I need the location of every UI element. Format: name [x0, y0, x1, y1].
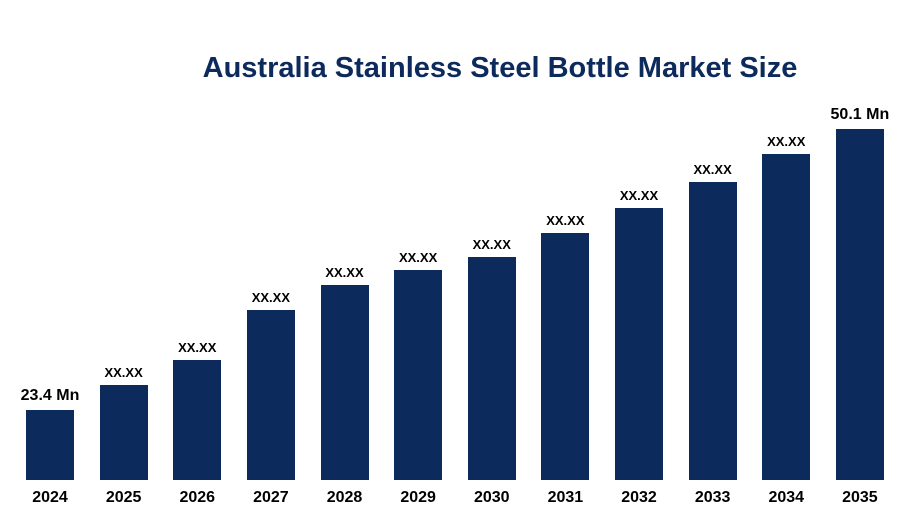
bar-column-2025: XX.XX 2025 [99, 365, 149, 507]
bar-2029 [394, 270, 443, 480]
value-label-2034: XX.XX [767, 134, 806, 149]
value-label-2035: 50.1 Mn [830, 106, 890, 123]
bar-column-2032: XX.XX 2032 [614, 188, 664, 507]
year-label-2033: 2033 [694, 489, 731, 506]
value-label-2033: XX.XX [693, 162, 732, 177]
bar-column-2033: XX.XX 2033 [688, 162, 738, 507]
value-label-2031: XX.XX [546, 213, 585, 228]
bar-column-2026: XX.XX 2026 [172, 340, 222, 507]
year-label-2035: 2035 [842, 489, 878, 506]
year-label-2024: 2024 [32, 489, 68, 506]
value-label-2028: XX.XX [325, 265, 364, 280]
year-label-2025: 2025 [105, 489, 142, 506]
value-label-2027: XX.XX [251, 290, 291, 305]
value-label-2032: XX.XX [619, 188, 659, 203]
year-label-2030: 2030 [473, 489, 510, 506]
bar-2024 [26, 410, 74, 480]
bar-2033 [688, 182, 737, 480]
value-label-2026: XX.XX [178, 340, 217, 355]
bar-2034 [762, 154, 811, 480]
year-label-2029: 2029 [400, 489, 436, 506]
bar-column-2035: 50.1 Mn 2035 [831, 106, 890, 507]
bar-2032 [615, 208, 663, 480]
chart-title: Australia Stainless Steel Bottle Market … [202, 52, 798, 84]
bar-column-2030: XX.XX 2030 [467, 237, 517, 507]
bar-column-2034: XX.XX 2034 [761, 134, 811, 507]
bar-column-2024: 23.4 Mn 2024 [21, 387, 80, 507]
bar-column-2027: XX.XX 2027 [246, 290, 296, 507]
bar-2026 [173, 360, 222, 480]
bar-2025 [99, 385, 148, 480]
bar-2030 [467, 257, 516, 480]
bar-2035 [835, 129, 884, 480]
plot-area: 23.4 Mn 2024 XX.XX 2025 XX.XX 2026 XX.XX 2027 XX… [21, 106, 890, 507]
bar-2028 [320, 285, 369, 480]
year-label-2028: 2028 [326, 489, 363, 506]
year-label-2026: 2026 [179, 489, 216, 506]
value-label-2024: 23.4 Mn [20, 387, 80, 404]
year-label-2034: 2034 [768, 489, 805, 506]
value-label-2025: XX.XX [104, 365, 143, 380]
year-label-2027: 2027 [253, 489, 289, 506]
bar-2031 [541, 233, 590, 480]
year-label-2031: 2031 [547, 489, 584, 506]
bar-column-2029: XX.XX 2029 [393, 250, 443, 507]
value-label-2029: XX.XX [398, 250, 438, 265]
value-label-2030: XX.XX [472, 237, 511, 252]
bar-column-2028: XX.XX 2028 [320, 265, 370, 507]
bar-2027 [246, 310, 295, 480]
year-label-2032: 2032 [621, 489, 657, 506]
bar-column-2031: XX.XX 2031 [540, 213, 590, 507]
